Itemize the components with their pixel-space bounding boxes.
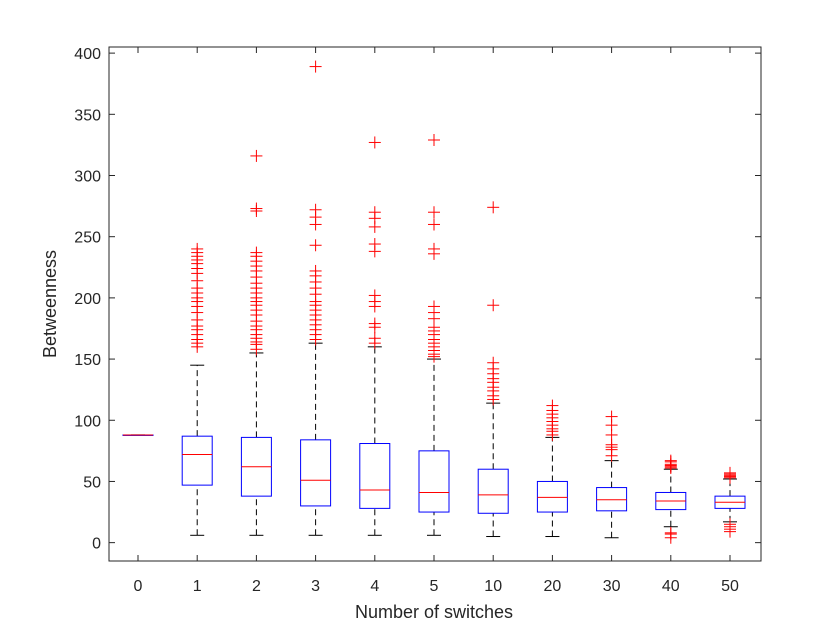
- y-tick-label: 150: [74, 352, 101, 369]
- outlier-point: [368, 332, 381, 345]
- iqr-box: [477, 468, 509, 514]
- outlier-point: [309, 203, 322, 216]
- y-tick-label: 100: [74, 413, 101, 430]
- outlier-point: [724, 466, 736, 479]
- box-group-1: [181, 242, 213, 536]
- x-tick-label: 20: [544, 578, 562, 595]
- outlier-point: [546, 399, 559, 412]
- outlier-point: [487, 299, 500, 312]
- y-tick-label: 350: [74, 107, 101, 124]
- box-group-3: [300, 60, 332, 536]
- outlier-point: [368, 317, 381, 330]
- outlier-point: [664, 526, 677, 539]
- outlier-point: [605, 410, 618, 423]
- x-axis: 0 1 2 3 4 5 10 20 30 40 50: [134, 47, 739, 595]
- iqr-box: [181, 435, 213, 486]
- iqr-box: [418, 450, 450, 513]
- outlier-point: [309, 239, 322, 252]
- y-axis-label: Betweenness: [40, 250, 60, 358]
- y-tick-label: 200: [74, 291, 101, 308]
- plot-area: [108, 46, 762, 562]
- outlier-point: [428, 242, 440, 255]
- outlier-point: [309, 264, 322, 277]
- y-tick-label: 300: [74, 169, 101, 186]
- x-tick-label: 10: [484, 578, 502, 595]
- outlier-point: [487, 356, 500, 369]
- x-tick-label: 0: [134, 578, 143, 595]
- outlier-point: [250, 202, 263, 215]
- box-group-30: [596, 410, 628, 539]
- x-axis-label: Number of switches: [355, 602, 513, 622]
- outlier-point: [664, 454, 677, 467]
- box-group-50: [714, 466, 746, 538]
- outlier-point: [428, 206, 440, 219]
- x-tick-label: 3: [311, 578, 320, 595]
- outlier-point: [428, 134, 440, 147]
- outlier-point: [368, 289, 381, 302]
- iqr-box: [536, 480, 568, 513]
- iqr-box: [359, 443, 391, 509]
- iqr-box: [300, 439, 332, 507]
- box-series: [122, 60, 746, 544]
- x-tick-label: 4: [370, 578, 379, 595]
- outlier-point: [368, 206, 381, 219]
- x-tick-label: 2: [252, 578, 261, 595]
- outlier-point: [428, 218, 440, 231]
- y-tick-label: 50: [83, 474, 101, 491]
- box-group-10: [477, 201, 509, 538]
- x-tick-label: 50: [721, 578, 739, 595]
- outlier-point: [191, 242, 204, 255]
- outlier-point: [309, 60, 322, 73]
- outlier-point: [250, 246, 263, 259]
- y-axis: 0 50 100 150 200 250 300 350 400: [74, 46, 761, 553]
- y-tick-label: 250: [74, 230, 101, 247]
- x-tick-label: 30: [603, 578, 621, 595]
- box-group-20: [536, 399, 568, 538]
- outlier-point: [250, 149, 263, 162]
- outlier-point: [428, 300, 440, 313]
- box-group-0: [122, 434, 154, 436]
- outlier-point: [368, 136, 381, 149]
- box-group-4: [359, 136, 391, 536]
- iqr-box: [596, 487, 628, 512]
- y-tick-label: 400: [74, 46, 101, 63]
- x-tick-label: 1: [193, 578, 202, 595]
- outlier-point: [368, 238, 381, 251]
- x-tick-label: 5: [430, 578, 439, 595]
- y-tick-label: 0: [92, 536, 101, 553]
- box-group-5: [418, 134, 450, 536]
- box-group-2: [240, 149, 272, 536]
- outlier-point: [724, 518, 736, 531]
- x-tick-label: 40: [662, 578, 680, 595]
- outlier-point: [487, 201, 500, 214]
- box-group-40: [655, 454, 687, 544]
